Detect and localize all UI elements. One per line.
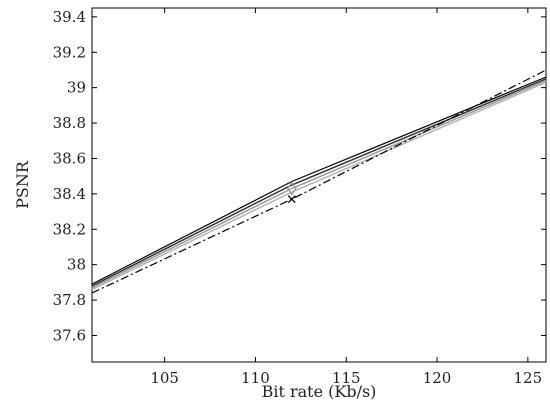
- series-line-3: [91, 79, 547, 289]
- y-tick-label: 39.4: [53, 8, 86, 26]
- x-tick-label: 105: [150, 369, 179, 387]
- y-tick-label: 38.6: [53, 149, 86, 167]
- x-tick-label: 120: [423, 369, 452, 387]
- plot-frame: [91, 7, 547, 363]
- x-tick-label: 125: [514, 369, 543, 387]
- series-line-5: [91, 69, 547, 294]
- y-tick-label: 38.2: [53, 220, 86, 238]
- y-tick-label: 37.8: [53, 291, 86, 309]
- y-tick-label: 37.6: [53, 326, 86, 344]
- x-axis-label: Bit rate (Kb/s): [262, 382, 377, 401]
- series-line-2: [91, 78, 547, 287]
- y-axis-label: PSNR: [13, 160, 32, 209]
- y-tick-label: 38.8: [53, 114, 86, 132]
- diamond-marker: [286, 181, 297, 196]
- tick-marks: [92, 8, 546, 362]
- tick-labels: 105 110 115 120 125 37.6 37.8 38 38.2 38.4 38.6 38.…: [53, 8, 543, 387]
- x-tick-label: 110: [241, 369, 270, 387]
- y-tick-label: 38.4: [53, 185, 86, 203]
- x-marker: [287, 195, 296, 204]
- marker-group: [286, 181, 297, 204]
- y-tick-label: 38: [67, 256, 86, 274]
- y-tick-label: 39.2: [53, 43, 86, 61]
- series-group: [91, 69, 547, 294]
- x-tick-label: 115: [332, 369, 361, 387]
- y-tick-label: 39: [67, 79, 86, 97]
- series-line-4: [91, 81, 547, 291]
